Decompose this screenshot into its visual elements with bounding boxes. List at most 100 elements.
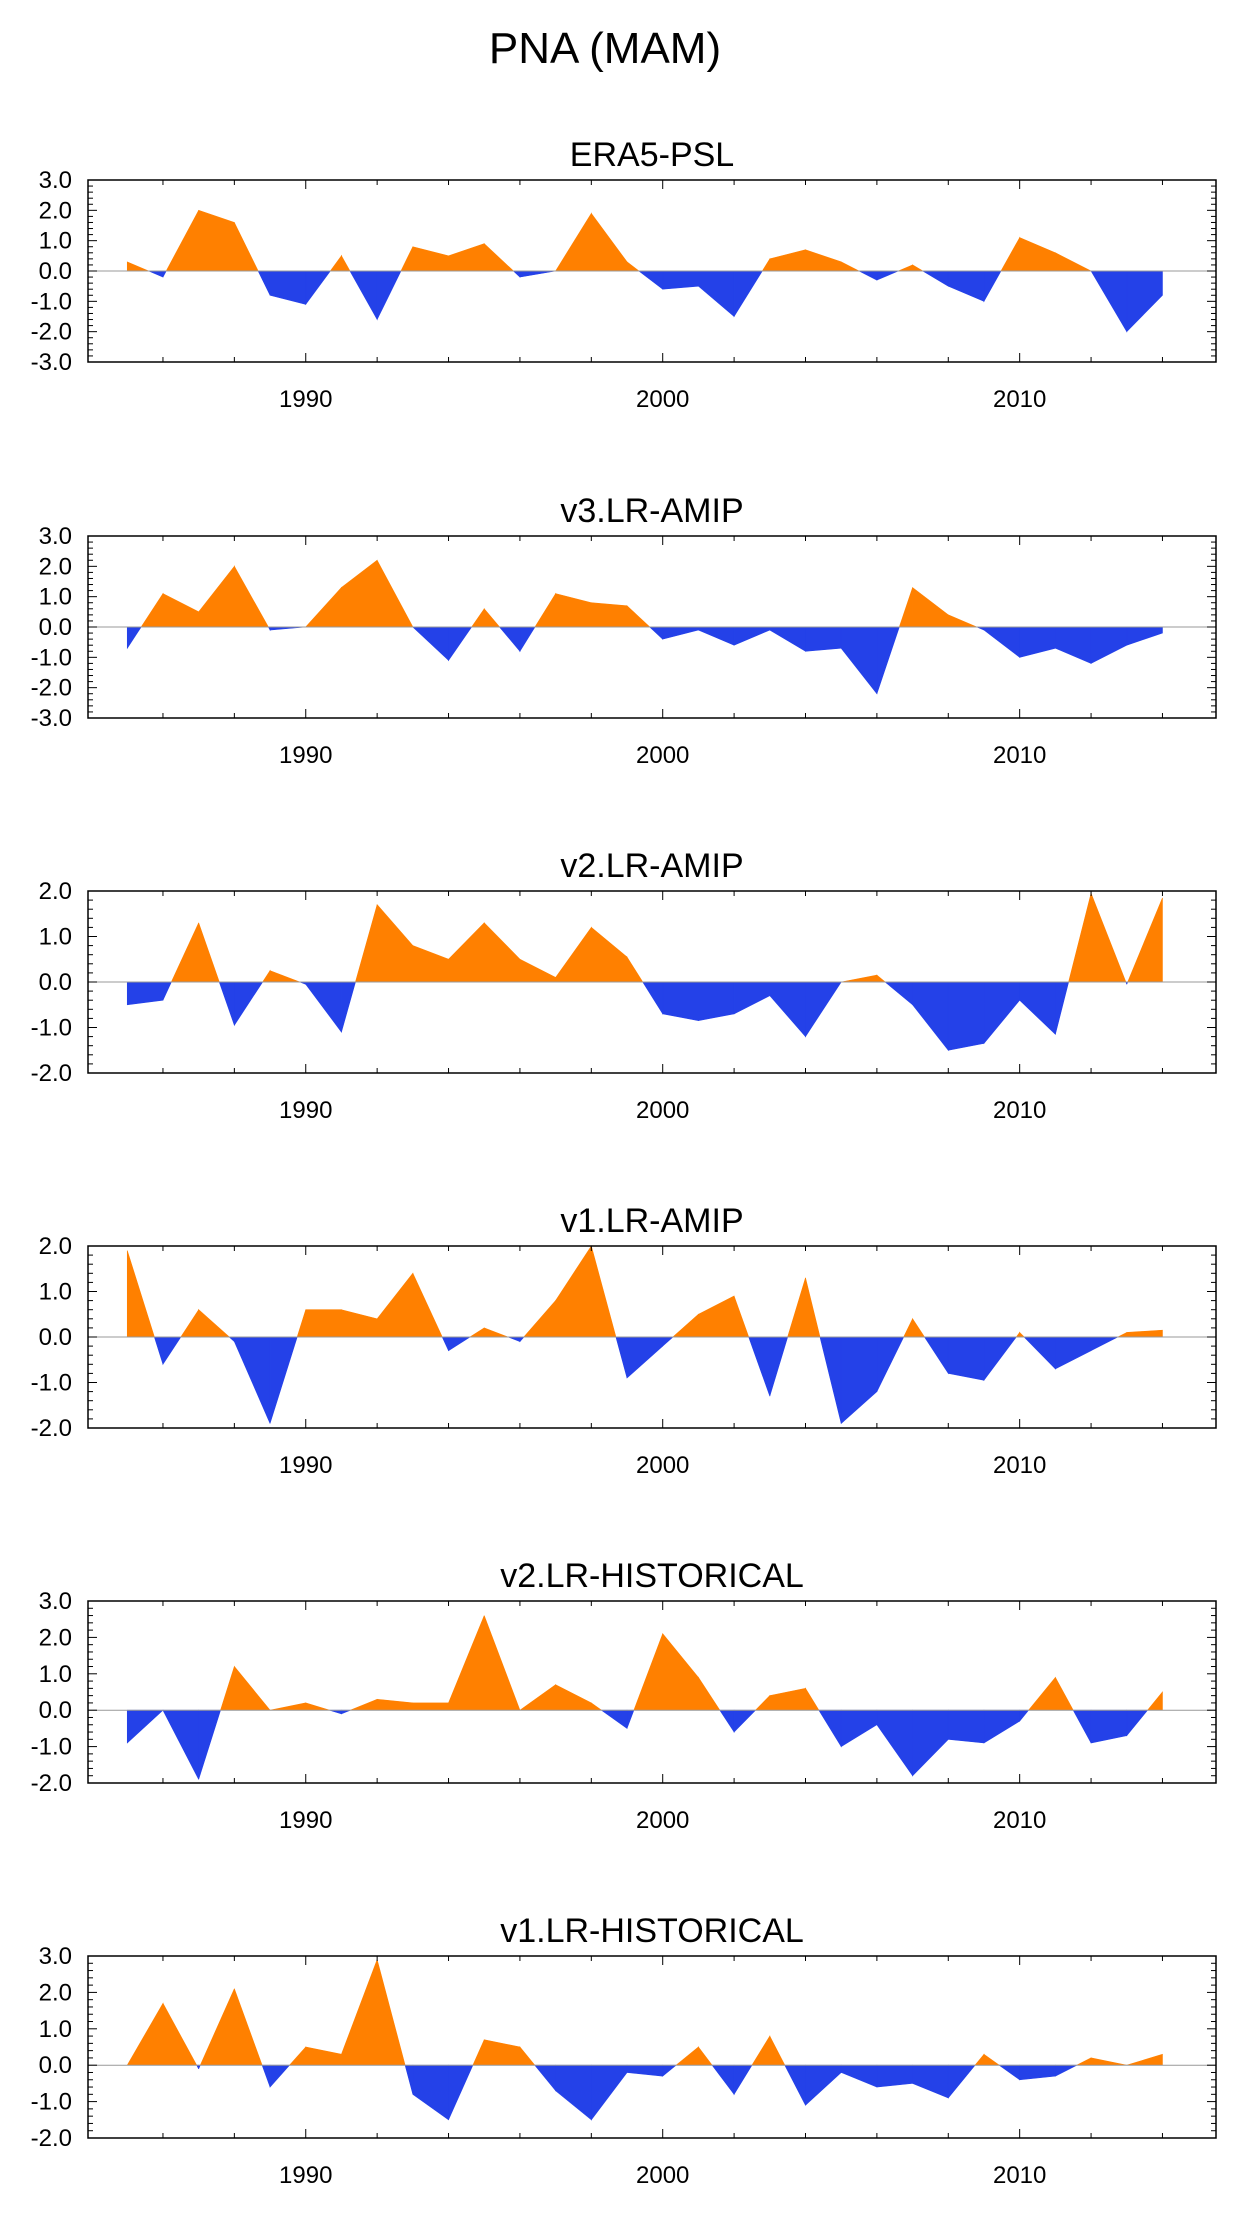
positive-area [591, 1245, 617, 1338]
y-tick-label: -2.0 [31, 1060, 72, 1087]
positive-area [350, 1698, 378, 1711]
positive-area [1117, 1331, 1128, 1338]
negative-area [733, 270, 763, 318]
positive-area [483, 2039, 521, 2066]
negative-area [662, 626, 699, 640]
y-tick-label: 1.0 [39, 2016, 72, 2043]
positive-area [675, 2046, 699, 2066]
negative-area [148, 270, 164, 278]
negative-area [840, 1336, 878, 1425]
negative-area [162, 1709, 199, 1780]
positive-area [412, 246, 449, 272]
panel-0: ERA5-PSL -3.0 -2.0 -1.0 0.0 1.0 2.0 3.0 1990 2000… [31, 136, 1217, 413]
y-tick-label: -1.0 [31, 1015, 72, 1042]
positive-area [305, 1309, 342, 1338]
negative-area [998, 2064, 1020, 2081]
positive-area [1000, 236, 1020, 272]
negative-area [698, 981, 735, 1022]
positive-area [805, 1687, 820, 1711]
positive-area [876, 974, 886, 983]
positive-area [329, 254, 342, 272]
positive-area [1146, 1691, 1163, 1711]
negative-area [711, 2064, 735, 2096]
positive-area [288, 2046, 307, 2066]
negative-area [162, 270, 167, 278]
negative-area [840, 2064, 878, 2088]
positive-area [376, 903, 414, 983]
y-tick-label: 2.0 [39, 1233, 72, 1260]
positive-area [698, 2046, 713, 2066]
positive-area [591, 926, 628, 983]
y-tick-label: -1.0 [31, 644, 72, 671]
negative-area [198, 2064, 201, 2069]
positive-area [555, 1244, 592, 1338]
negative-area [947, 2064, 976, 2099]
negative-area [748, 1336, 771, 1397]
negative-area [261, 2064, 271, 2088]
positive-area [341, 559, 378, 628]
negative-area [1126, 626, 1163, 646]
positive-area [483, 1327, 509, 1338]
y-tick-label: 1.0 [39, 228, 72, 255]
positive-area [1019, 237, 1056, 272]
x-tick-label: 1990 [279, 742, 332, 769]
y-tick-label: 0.0 [39, 1324, 72, 1351]
panel-title: v1.LR-AMIP [560, 1202, 743, 1240]
positive-area [483, 1615, 521, 1711]
positive-area [198, 922, 220, 983]
panel-1: v3.LR-AMIP -3.0 -2.0 -1.0 0.0 1.0 2.0 3.0 1990 20… [31, 492, 1217, 769]
positive-area [234, 1665, 271, 1711]
x-tick-label: 2000 [636, 386, 689, 413]
y-tick-label: 1.0 [39, 1279, 72, 1306]
negative-area [162, 981, 172, 1001]
negative-area [329, 1709, 342, 1715]
positive-area [626, 605, 651, 628]
x-tick-label: 2000 [636, 1097, 689, 1124]
plot-frame [87, 1600, 1217, 1784]
y-tick-label: -3.0 [31, 349, 72, 376]
negative-area [591, 2064, 628, 2121]
negative-area [162, 1336, 182, 1366]
positive-area [483, 243, 515, 272]
negative-area [448, 626, 473, 662]
positive-area [199, 1988, 235, 2066]
x-tick-label: 2000 [636, 1452, 689, 1479]
negative-area [153, 1336, 164, 1365]
x-tick-label: 2010 [993, 1807, 1046, 1834]
positive-area [1055, 252, 1092, 272]
negative-area [1090, 270, 1128, 333]
negative-area [448, 2064, 474, 2120]
negative-area [876, 626, 900, 694]
negative-area [1023, 1336, 1056, 1370]
positive-area [518, 1684, 556, 1711]
positive-area [1126, 1329, 1163, 1338]
positive-area [672, 1313, 699, 1338]
positive-area [947, 614, 977, 628]
y-tick-label: 0.0 [39, 258, 72, 285]
negative-area [733, 2064, 753, 2096]
negative-area [341, 981, 356, 1033]
y-tick-label: 1.0 [39, 584, 72, 611]
positive-area [140, 592, 164, 628]
negative-area [733, 981, 771, 1015]
negative-area [983, 270, 1002, 303]
positive-area [754, 1694, 771, 1711]
positive-area [126, 1250, 155, 1338]
positive-area [898, 587, 913, 628]
negative-area [519, 270, 556, 278]
positive-area [1126, 2053, 1163, 2066]
negative-area [923, 1336, 949, 1375]
negative-area [662, 1336, 674, 1347]
positive-area [523, 1299, 556, 1338]
positive-area [1068, 893, 1092, 983]
positive-area [769, 249, 806, 272]
negative-area [257, 270, 271, 296]
negative-area [1019, 626, 1056, 658]
y-tick-label: 2.0 [39, 197, 72, 224]
positive-area [412, 945, 449, 983]
positive-area [1019, 1331, 1025, 1338]
positive-area [662, 1632, 699, 1711]
positive-area [400, 246, 414, 272]
positive-area [1055, 1677, 1074, 1711]
negative-area [983, 1709, 1020, 1744]
